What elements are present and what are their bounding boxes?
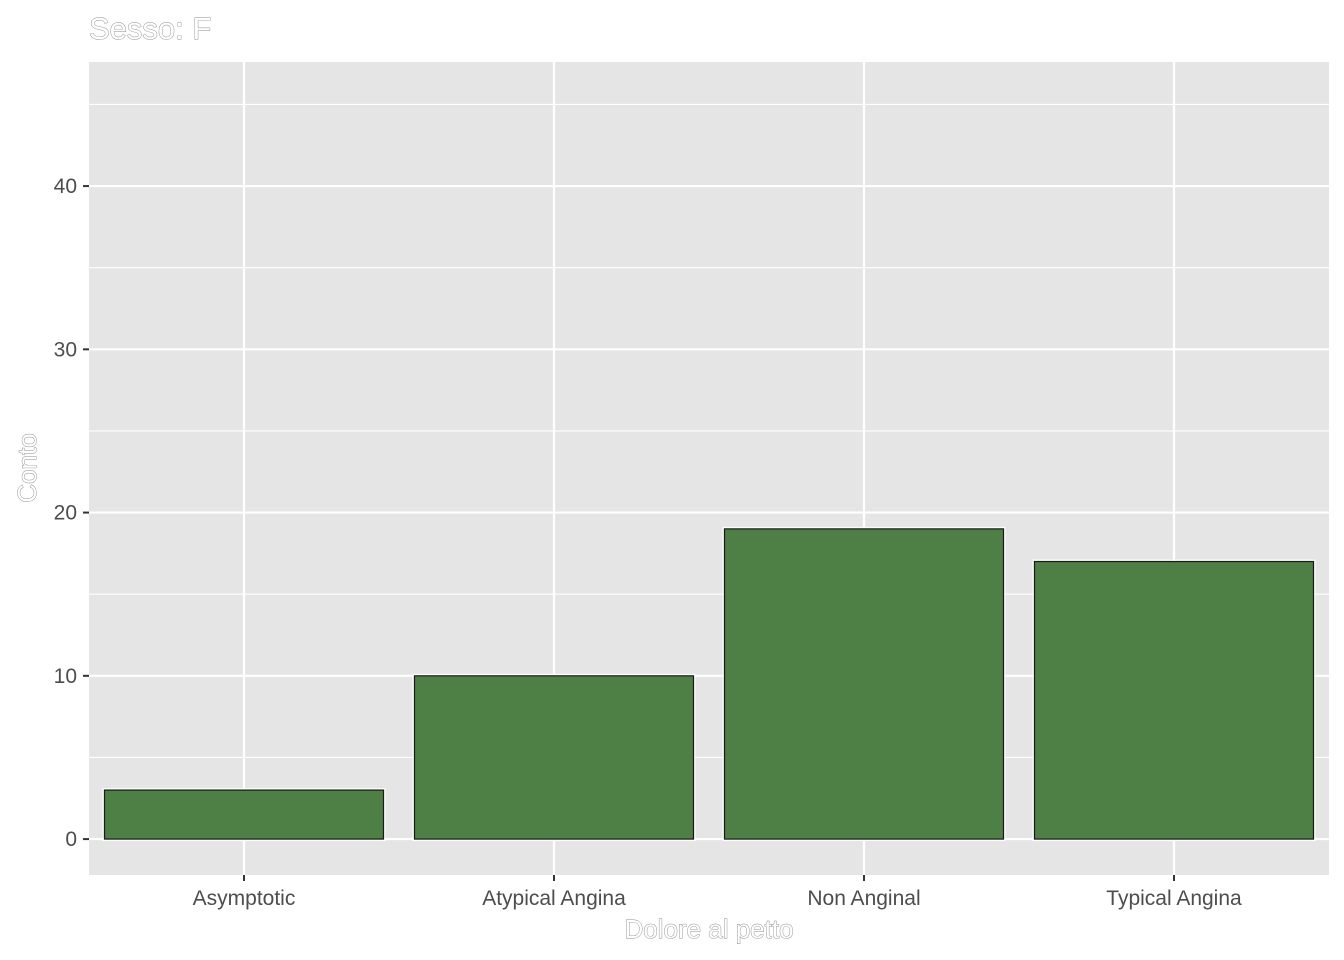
x-axis: Asymptotic Atypical Angina Non Anginal Typi… — [193, 875, 1242, 910]
bar-asymptotic — [103, 789, 385, 840]
bar-atypical-angina — [413, 675, 695, 840]
y-axis: 0 10 20 30 40 — [54, 175, 89, 851]
x-tick-label: Asymptotic — [193, 887, 296, 910]
y-tick-label: 10 — [54, 665, 77, 688]
bar-highlight — [722, 526, 1006, 842]
y-tick-label: 40 — [54, 175, 77, 198]
bar-typical-angina — [1033, 560, 1315, 840]
x-tick-label: Atypical Angina — [482, 887, 626, 910]
y-tick-label: 20 — [54, 502, 77, 525]
bar-highlight — [1032, 559, 1316, 842]
y-axis-label: Conto — [12, 433, 42, 502]
bars — [102, 526, 1316, 842]
x-tick-label: Typical Angina — [1106, 887, 1242, 910]
y-tick-label: 0 — [65, 828, 77, 851]
chart-title: Sesso: F — [89, 11, 211, 46]
y-tick-label: 30 — [54, 338, 77, 361]
bar-highlight — [102, 788, 386, 842]
x-axis-label: Dolore al petto — [624, 914, 793, 944]
x-tick-label: Non Anginal — [807, 887, 920, 910]
bar-non-anginal — [723, 528, 1005, 840]
bar-highlight — [412, 673, 696, 842]
